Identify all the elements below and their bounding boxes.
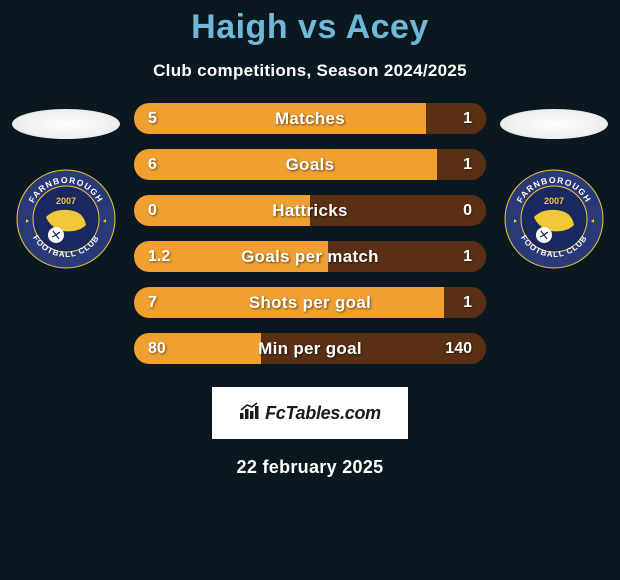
stat-label: Shots per goal [134,293,486,313]
player2-club-crest: FARNBOROUGH FOOTBALL CLUB 2007 [504,169,604,269]
stat-row-hattricks: 0 Hattricks 0 [134,195,486,226]
svg-text:2007: 2007 [56,196,76,206]
stats-column: 5 Matches 1 6 Goals 1 0 Hattricks 0 [126,103,494,379]
stat-row-mpg: 80 Min per goal 140 [134,333,486,364]
stat-row-goals: 6 Goals 1 [134,149,486,180]
branding-badge: FcTables.com [212,387,408,439]
stat-value-right: 0 [463,202,472,220]
branding-text: FcTables.com [265,403,381,424]
stat-label: Goals [134,155,486,175]
player1-club-crest: FARNBOROUGH FOOTBALL CLUB 2007 [16,169,116,269]
left-side: FARNBOROUGH FOOTBALL CLUB 2007 [6,103,126,269]
main-row: FARNBOROUGH FOOTBALL CLUB 2007 [0,103,620,379]
player1-name: Haigh [191,8,288,46]
right-side: FARNBOROUGH FOOTBALL CLUB 2007 [494,103,614,269]
stat-row-gpm: 1.2 Goals per match 1 [134,241,486,272]
svg-text:2007: 2007 [544,196,564,206]
stat-value-right: 1 [463,156,472,174]
stat-value-right: 1 [463,248,472,266]
stat-value-right: 140 [445,340,472,358]
stat-row-matches: 5 Matches 1 [134,103,486,134]
stat-row-spg: 7 Shots per goal 1 [134,287,486,318]
subtitle: Club competitions, Season 2024/2025 [0,61,620,81]
stat-label: Hattricks [134,201,486,221]
stat-value-right: 1 [463,294,472,312]
container: Haigh vs Acey Club competitions, Season … [0,0,620,580]
date-text: 22 february 2025 [0,457,620,478]
stat-label: Goals per match [134,247,486,267]
page-title: Haigh vs Acey [0,8,620,47]
stat-label: Min per goal [134,339,486,359]
stat-label: Matches [134,109,486,129]
player1-avatar-placeholder [12,109,120,139]
player2-avatar-placeholder [500,109,608,139]
player2-name: Acey [346,8,429,46]
vs-text: vs [298,8,337,46]
chart-icon [239,402,261,425]
stat-value-right: 1 [463,110,472,128]
